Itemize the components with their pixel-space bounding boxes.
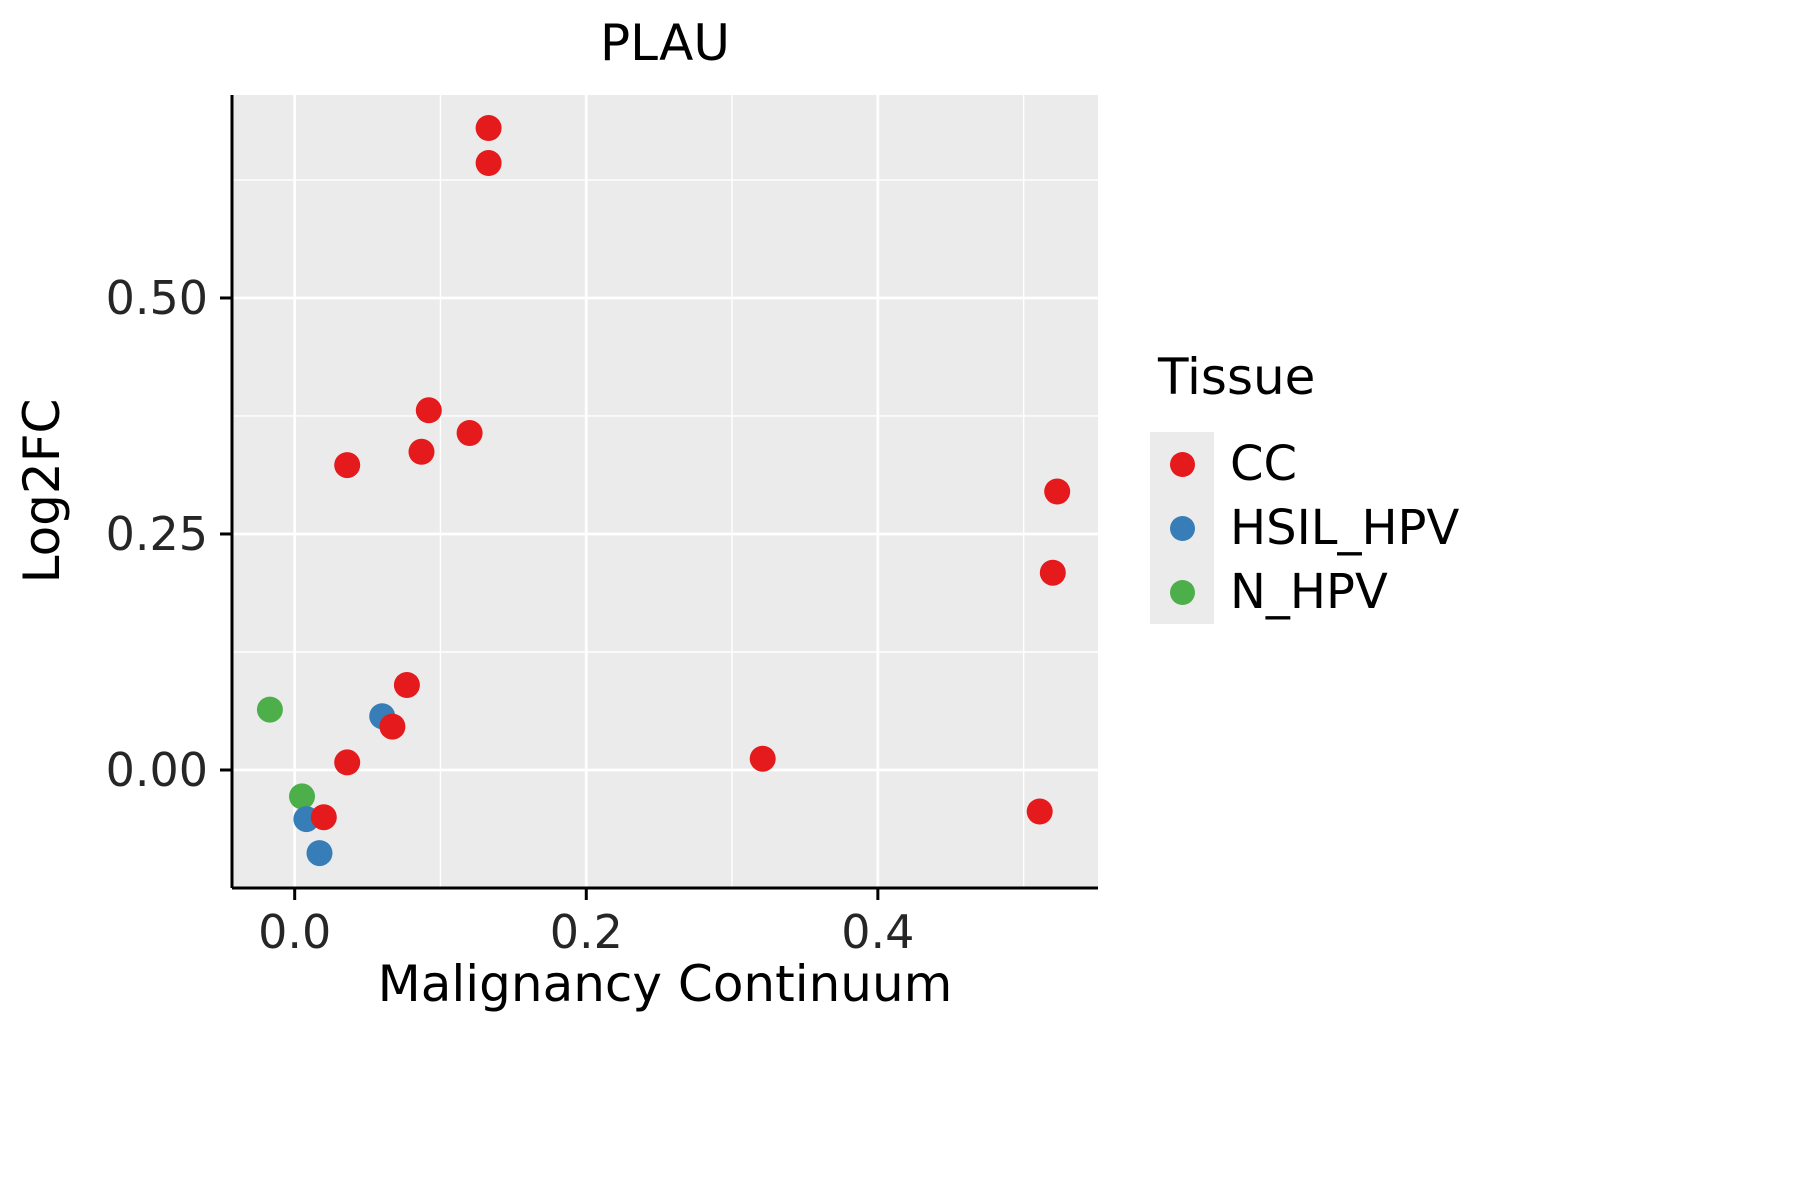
point-CC <box>334 749 361 776</box>
legend-label: HSIL_HPV <box>1230 500 1460 556</box>
point-CC <box>475 150 502 176</box>
point-CC <box>1039 559 1066 586</box>
point-CC <box>456 420 483 446</box>
legend-key <box>1150 560 1214 624</box>
legend-key <box>1150 432 1214 496</box>
y-axis-title: Log2FC <box>13 398 71 584</box>
point-N_HPV <box>256 696 283 723</box>
point-CC <box>408 438 435 465</box>
point-CC <box>393 672 420 698</box>
point-N_HPV <box>289 783 315 810</box>
legend-dot-icon <box>1169 579 1195 605</box>
point-CC <box>415 397 442 424</box>
x-axis-title: Malignancy Continuum <box>377 955 953 1013</box>
x-tick-label: 0.2 <box>550 905 623 959</box>
x-tick-label: 0.0 <box>258 905 331 959</box>
plot-panel <box>232 95 1098 888</box>
legend-dot-icon <box>1169 515 1195 541</box>
point-CC <box>749 745 776 772</box>
y-tick-label: 0.50 <box>106 271 208 325</box>
point-CC <box>334 452 361 479</box>
legend-key <box>1150 496 1214 560</box>
legend-dot-icon <box>1169 451 1195 477</box>
legend: Tissue CC HSIL_HPV N_HPV <box>1150 348 1459 624</box>
y-tick-label: 0.00 <box>106 743 208 797</box>
legend-item-CC: CC <box>1150 432 1459 496</box>
point-CC <box>475 115 502 141</box>
legend-title: Tissue <box>1158 348 1316 406</box>
point-CC <box>310 804 337 831</box>
legend-item-N_HPV: N_HPV <box>1150 560 1459 624</box>
legend-items: CC HSIL_HPV N_HPV <box>1150 432 1459 624</box>
point-HSIL_HPV <box>306 840 333 867</box>
legend-label: CC <box>1230 436 1298 492</box>
point-CC <box>379 713 406 740</box>
legend-label: N_HPV <box>1230 564 1388 620</box>
legend-item-HSIL_HPV: HSIL_HPV <box>1150 496 1459 560</box>
point-CC <box>1044 478 1071 505</box>
y-tick-label: 0.25 <box>106 507 208 561</box>
point-CC <box>1026 798 1053 825</box>
chart-title: PLAU <box>600 14 730 72</box>
x-tick-label: 0.4 <box>841 905 914 959</box>
